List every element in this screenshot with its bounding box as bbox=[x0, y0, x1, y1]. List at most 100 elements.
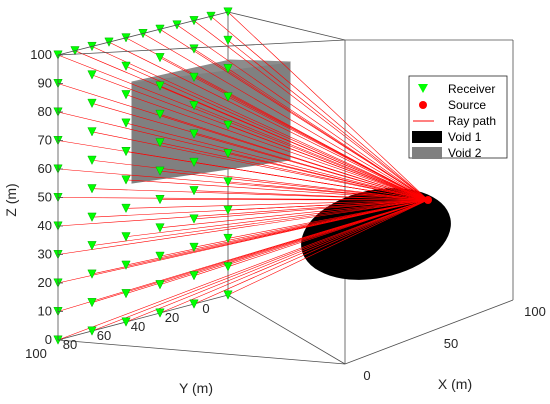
ray-path bbox=[57, 111, 429, 201]
box-edge bbox=[57, 39, 346, 56]
ray-path bbox=[74, 50, 429, 201]
y-tick-label: 0 bbox=[202, 301, 209, 316]
legend-entry: Ray path bbox=[413, 114, 496, 128]
receiver-marker bbox=[87, 241, 97, 251]
x-axis-label: X (m) bbox=[438, 376, 472, 392]
ray-path bbox=[159, 170, 429, 201]
receiver-marker bbox=[121, 203, 131, 214]
ray-path bbox=[227, 11, 429, 201]
receiver-marker bbox=[87, 98, 97, 109]
ray-path bbox=[57, 168, 429, 201]
ray-path bbox=[159, 142, 429, 201]
z-tick-label: 10 bbox=[38, 304, 52, 319]
y-tick-label: 80 bbox=[63, 337, 77, 352]
legend-box bbox=[408, 75, 508, 159]
receiver-marker bbox=[155, 251, 165, 261]
ray-path bbox=[57, 197, 429, 201]
ray-path bbox=[57, 83, 429, 201]
receiver-marker bbox=[155, 53, 165, 63]
x-tick-label: 0 bbox=[363, 368, 370, 383]
legend-source-icon bbox=[419, 101, 427, 109]
receiver-marker bbox=[121, 317, 131, 327]
receiver-marker bbox=[189, 129, 199, 139]
z-tick-label: 80 bbox=[38, 104, 52, 119]
legend-label: Receiver bbox=[448, 82, 495, 96]
receiver-marker bbox=[155, 109, 165, 120]
y-tick-label: 60 bbox=[97, 328, 111, 343]
source-group bbox=[424, 196, 432, 204]
ray-path bbox=[125, 179, 429, 201]
axes-box-front bbox=[57, 11, 514, 365]
ray-path bbox=[125, 122, 429, 201]
receiver-marker bbox=[223, 177, 233, 187]
receiver-marker bbox=[121, 147, 131, 157]
ray-path bbox=[57, 54, 429, 201]
ray-path bbox=[159, 199, 429, 314]
receiver-marker bbox=[223, 233, 233, 244]
legend-receiver-icon bbox=[418, 84, 428, 93]
receiver-marker bbox=[87, 155, 97, 165]
z-axis-label: Z (m) bbox=[3, 183, 19, 216]
receiver-marker bbox=[223, 64, 233, 74]
receiver-marker bbox=[189, 214, 199, 224]
ray-path bbox=[227, 40, 429, 201]
ray-path bbox=[91, 188, 429, 201]
ray-path bbox=[227, 199, 429, 239]
ray-path bbox=[193, 20, 429, 201]
ray-path bbox=[108, 41, 429, 201]
ray-path bbox=[227, 199, 429, 267]
ray-path bbox=[227, 199, 429, 296]
receiver-marker bbox=[223, 262, 233, 272]
ray-path bbox=[91, 74, 429, 201]
y-tick-label: 20 bbox=[165, 310, 179, 325]
x-axis-ticks: 0 50 100 bbox=[363, 304, 545, 383]
receiver-marker bbox=[87, 70, 97, 80]
ray-path bbox=[193, 199, 429, 305]
receiver-marker bbox=[87, 326, 97, 336]
legend-swatch-icon bbox=[412, 147, 442, 159]
receiver-marker bbox=[155, 195, 165, 205]
ray-path bbox=[91, 103, 429, 201]
ray-path bbox=[227, 68, 429, 201]
ray-path bbox=[125, 37, 429, 201]
ray-path bbox=[142, 33, 429, 201]
receiver-marker bbox=[121, 289, 131, 299]
legend-label: Void 1 bbox=[448, 130, 482, 144]
legend-entry: Source bbox=[419, 98, 486, 112]
void-2-box bbox=[131, 59, 291, 184]
receiver-marker bbox=[189, 101, 199, 111]
z-tick-label: 30 bbox=[38, 247, 52, 262]
box-edge bbox=[57, 339, 346, 365]
ray-path bbox=[91, 131, 429, 201]
box-edge bbox=[344, 299, 514, 365]
receiver-marker bbox=[223, 92, 233, 102]
ray-path bbox=[159, 199, 429, 229]
ray-path bbox=[57, 199, 429, 312]
receiver-marker bbox=[87, 127, 97, 137]
receiver-marker bbox=[155, 280, 165, 290]
ray-path bbox=[91, 159, 429, 201]
receiver-marker bbox=[189, 157, 199, 168]
receiver-marker bbox=[155, 166, 165, 176]
x-tick-label: 50 bbox=[444, 336, 458, 351]
receiver-marker bbox=[189, 271, 199, 281]
receiver-marker bbox=[223, 120, 233, 130]
ray-path bbox=[57, 199, 429, 284]
ray-path bbox=[159, 28, 429, 201]
receiver-marker bbox=[223, 35, 233, 46]
y-axis-label: Y (m) bbox=[179, 380, 213, 396]
ray-path bbox=[91, 199, 429, 218]
box-edge bbox=[227, 11, 346, 41]
ray-path bbox=[91, 199, 429, 246]
source-marker bbox=[424, 196, 432, 204]
box-edge bbox=[227, 294, 346, 365]
y-tick-label: 100 bbox=[25, 346, 47, 361]
receiver-marker bbox=[87, 184, 97, 194]
ray-path bbox=[176, 24, 429, 201]
z-tick-label: 20 bbox=[38, 275, 52, 290]
z-tick-label: 70 bbox=[38, 133, 52, 148]
z-tick-label: 100 bbox=[30, 47, 52, 62]
ray-path bbox=[57, 199, 429, 255]
